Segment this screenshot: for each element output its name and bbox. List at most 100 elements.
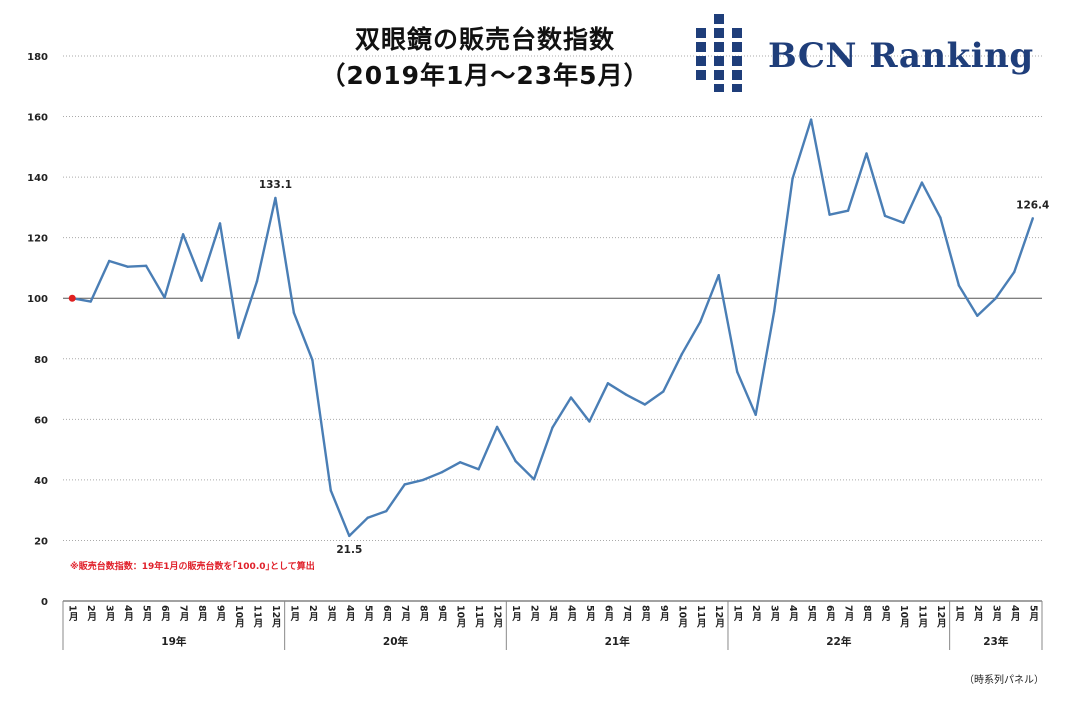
x-tick-label: 1月 xyxy=(67,605,80,622)
data-point xyxy=(421,478,425,482)
data-point xyxy=(385,509,388,513)
data-point xyxy=(218,222,222,225)
data-point xyxy=(606,382,610,385)
index-note: ※販売台数指数：19年1月の販売台数を｢100.0｣として算出 xyxy=(70,562,315,572)
x-tick-label: 2月 xyxy=(972,605,985,622)
data-point xyxy=(292,311,296,314)
x-tick-label: 9月 xyxy=(879,605,892,622)
data-point xyxy=(1031,217,1034,220)
x-tick-label: 4月 xyxy=(344,605,357,622)
x-tick-label: 5月 xyxy=(806,605,819,622)
data-point xyxy=(588,420,591,423)
x-tick-label: 3月 xyxy=(325,605,338,622)
year-label: 19年 xyxy=(161,635,187,648)
y-tick-label: 140 xyxy=(27,173,48,184)
x-tick-label: 10月 xyxy=(676,605,689,629)
y-tick-label: 20 xyxy=(34,536,48,547)
year-label: 21年 xyxy=(605,635,631,648)
x-tick-label: 10月 xyxy=(455,605,468,629)
x-tick-label: 4月 xyxy=(1009,605,1022,622)
x-tick-label: 8月 xyxy=(861,605,874,622)
x-tick-label: 7月 xyxy=(178,605,191,622)
data-point xyxy=(107,259,111,263)
y-tick-label: 120 xyxy=(27,234,48,245)
x-tick-label: 11月 xyxy=(251,605,264,629)
x-tick-label: 9月 xyxy=(215,605,228,622)
bcn-grid-logo-icon xyxy=(696,14,742,92)
y-tick-label: 180 xyxy=(27,52,48,63)
y-tick-label: 160 xyxy=(27,113,48,124)
data-point xyxy=(883,214,887,218)
chart-subtitle: （2019年1月～23年5月） xyxy=(320,61,650,90)
data-point xyxy=(126,265,129,268)
data-point xyxy=(348,534,351,538)
data-point xyxy=(736,370,739,373)
x-tick-label: 4月 xyxy=(787,605,800,622)
data-point xyxy=(828,213,831,216)
y-tick-label: 40 xyxy=(34,476,48,487)
data-point xyxy=(939,216,942,219)
data-point xyxy=(865,152,868,155)
year-label: 20年 xyxy=(383,635,409,648)
data-point xyxy=(366,516,369,519)
x-tick-label: 12月 xyxy=(492,605,505,629)
data-point xyxy=(791,177,794,180)
data-point xyxy=(1013,270,1016,274)
x-tick-label: 12月 xyxy=(713,605,726,629)
y-tick-label: 100 xyxy=(27,294,48,305)
x-tick-label: 2月 xyxy=(529,605,542,622)
data-point xyxy=(458,461,462,464)
data-point xyxy=(902,221,905,225)
x-tick-label: 4月 xyxy=(122,605,135,622)
x-tick-label: 6月 xyxy=(381,605,394,622)
data-point xyxy=(440,471,443,474)
data-point xyxy=(754,413,757,416)
data-point xyxy=(495,425,499,429)
data-point xyxy=(680,353,684,356)
data-label: 126.4 xyxy=(1016,199,1049,211)
x-tick-label: 2月 xyxy=(85,605,98,622)
x-tick-label: 7月 xyxy=(621,605,634,622)
chart-title: 双眼鏡の販売台数指数 xyxy=(354,25,615,54)
x-tick-label: 9月 xyxy=(658,605,671,622)
y-tick-label: 0 xyxy=(41,597,48,608)
x-tick-label: 1月 xyxy=(510,605,523,622)
data-point xyxy=(772,310,776,313)
x-tick-label: 8月 xyxy=(418,605,431,622)
x-tick-label: 2月 xyxy=(307,605,320,622)
x-tick-label: 8月 xyxy=(639,605,652,622)
data-point xyxy=(403,483,406,486)
x-tick-label: 5月 xyxy=(362,605,375,622)
x-tick-label: 7月 xyxy=(843,605,856,622)
x-tick-label: 1月 xyxy=(953,605,966,622)
x-tick-label: 12月 xyxy=(935,605,948,629)
data-point xyxy=(329,489,333,492)
data-point xyxy=(144,264,148,268)
year-label: 23年 xyxy=(983,635,1009,648)
x-tick-label: 11月 xyxy=(916,605,929,629)
x-tick-label: 10月 xyxy=(233,605,246,629)
start-marker xyxy=(68,294,76,302)
data-point xyxy=(89,300,92,303)
data-point xyxy=(625,393,628,397)
data-point xyxy=(200,279,203,282)
year-label: 22年 xyxy=(826,635,852,648)
panel-type-label: （時系列パネル） xyxy=(964,675,1044,686)
x-tick-label: 5月 xyxy=(1027,605,1040,622)
x-tick-label: 5月 xyxy=(141,605,154,622)
data-point xyxy=(181,233,185,236)
x-tick-label: 1月 xyxy=(288,605,301,622)
data-point xyxy=(237,336,240,340)
x-tick-label: 11月 xyxy=(473,605,486,629)
x-tick-label: 7月 xyxy=(399,605,412,622)
x-tick-label: 2月 xyxy=(750,605,763,622)
data-point xyxy=(643,403,647,406)
data-point xyxy=(551,426,554,429)
x-tick-label: 6月 xyxy=(602,605,615,622)
x-tick-label: 8月 xyxy=(196,605,209,622)
data-point xyxy=(717,274,720,277)
data-point xyxy=(662,390,665,393)
data-label: 133.1 xyxy=(259,179,292,191)
